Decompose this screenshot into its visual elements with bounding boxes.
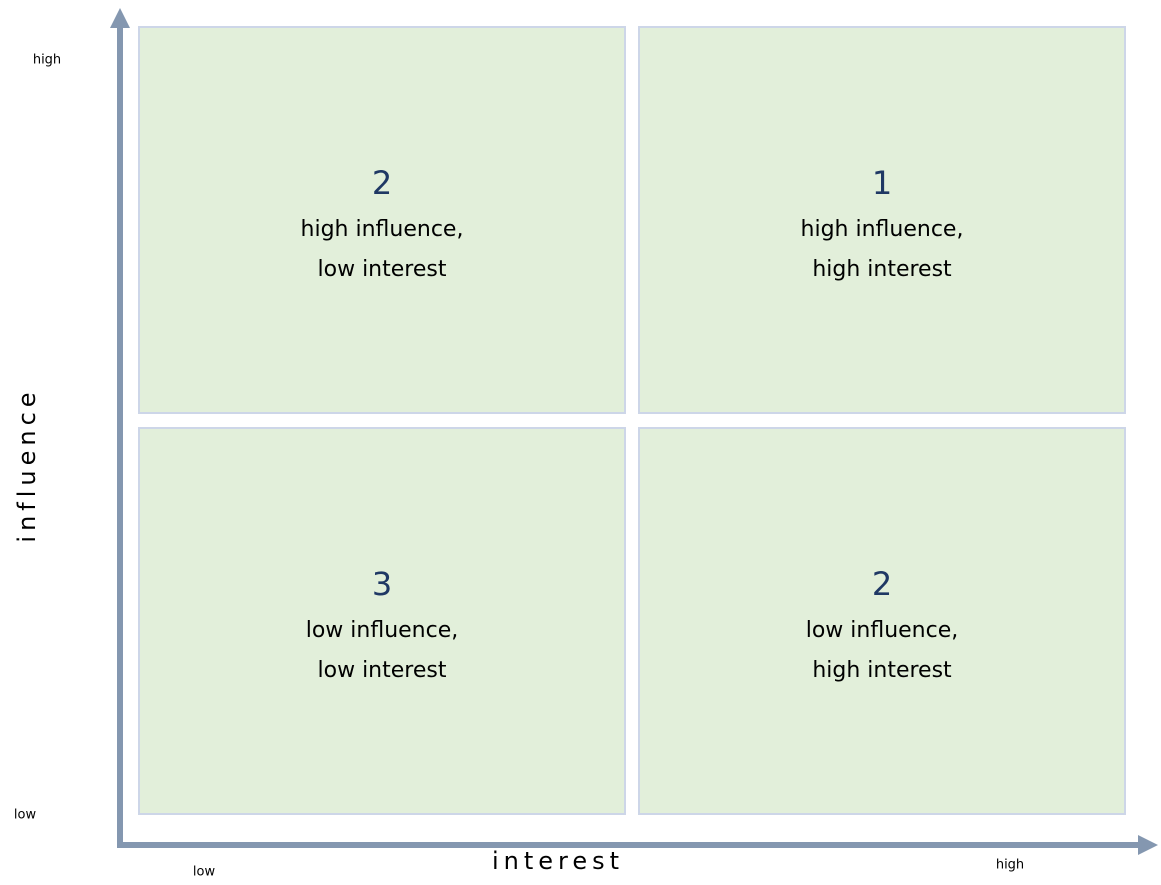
x-high-label: high (996, 858, 1024, 873)
y-axis-arrow (110, 8, 130, 28)
quadrant-number: 3 (372, 565, 392, 603)
x-low-label: low (193, 865, 216, 880)
quadrant (638, 427, 1126, 815)
quadrant-text: low influence, (306, 618, 459, 643)
quadrant-text: low interest (318, 257, 447, 282)
x-axis-title: interest (492, 847, 624, 875)
quadrant (138, 26, 626, 414)
y-axis-title: influence (13, 387, 41, 542)
y-low-label: low (14, 808, 37, 823)
quadrant-number: 2 (872, 565, 892, 603)
quadrant-number: 2 (372, 164, 392, 202)
quadrant-text: low interest (318, 658, 447, 683)
quadrant-text: low influence, (806, 618, 959, 643)
quadrant (138, 427, 626, 815)
quadrant (638, 26, 1126, 414)
x-axis-arrow (1138, 835, 1158, 855)
y-high-label: high (33, 53, 61, 68)
quadrant-text: high interest (812, 658, 952, 683)
quadrant-text: high interest (812, 257, 952, 282)
quadrant-text: high influence, (301, 217, 464, 242)
quadrant-number: 1 (872, 164, 892, 202)
quadrant-text: high influence, (801, 217, 964, 242)
